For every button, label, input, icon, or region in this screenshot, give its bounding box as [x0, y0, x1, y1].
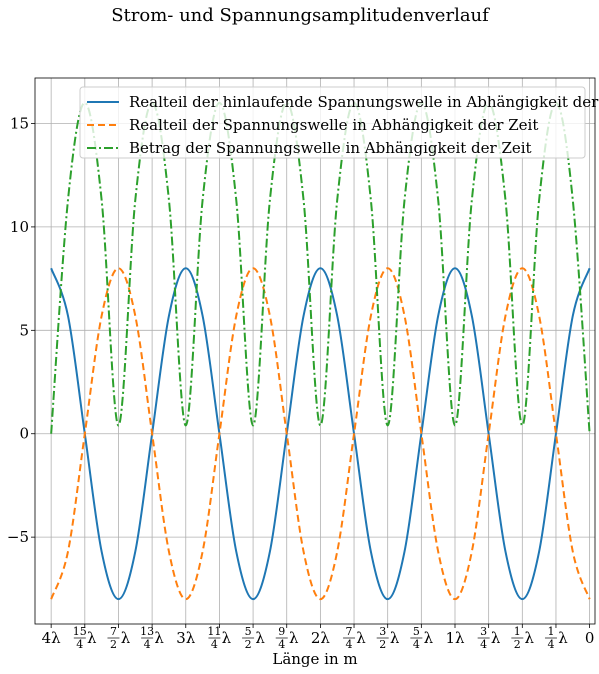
x-tick-lambda: λ — [356, 629, 366, 647]
x-tick-lambda: λ — [525, 629, 535, 647]
x-tick-label: 3λ — [176, 629, 196, 647]
x-tick-denominator: 4 — [480, 638, 487, 651]
x-tick-numerator: 3 — [379, 625, 386, 638]
y-tick-label: 10 — [10, 218, 29, 236]
legend-label-2: Realteil der Spannungswelle in Abhängigk… — [129, 116, 538, 134]
x-tick-denominator: 2 — [110, 638, 117, 651]
x-tick-label-fraction: 34 λ — [477, 625, 501, 651]
x-tick-label-fraction: 94 λ — [275, 625, 299, 651]
plot-frame — [34, 77, 596, 625]
x-tick-label: 4λ — [42, 629, 62, 647]
x-tick-denominator: 2 — [245, 638, 252, 651]
x-tick-lambda: λ — [390, 629, 400, 647]
legend: Realteil der hinlaufende Spannungswelle … — [79, 86, 599, 159]
legend-label-1: Realteil der hinlaufende Spannungswelle … — [129, 93, 599, 111]
x-tick-label-fraction: 54 λ — [410, 625, 434, 651]
chart-suptitle: Strom- und Spannungsamplitudenverlauf — [111, 5, 490, 26]
x-tick-label-fraction: 74 λ — [343, 625, 366, 651]
y-tick-label: 15 — [10, 115, 29, 133]
y-axis: −5 0 5 10 15 — [7, 115, 35, 546]
x-tick-denominator: 4 — [144, 638, 151, 651]
x-tick-lambda: λ — [87, 629, 97, 647]
x-axis: 4λ 154 λ 72 λ 134 λ 3λ 114 λ 52 λ 94 λ 2λ 74 λ 32 λ 54 λ 1λ 34… — [42, 624, 595, 651]
x-tick-denominator: 4 — [346, 638, 353, 651]
x-tick-numerator: 7 — [346, 625, 353, 638]
x-tick-denominator: 4 — [278, 638, 285, 651]
series-line-2 — [50, 267, 591, 601]
x-tick-numerator: 5 — [413, 625, 420, 638]
x-tick-label-fraction: 114 λ — [207, 625, 231, 651]
legend-label-3: Betrag der Spannungswelle in Abhängigkei… — [129, 139, 532, 157]
x-tick-label: 0 — [585, 629, 595, 647]
legend-box — [79, 86, 586, 159]
y-tick-label: 5 — [19, 321, 29, 339]
x-tick-label-fraction: 134 λ — [140, 625, 164, 651]
x-tick-denominator: 4 — [211, 638, 218, 651]
x-tick-numerator: 9 — [278, 625, 285, 638]
x-tick-lambda: λ — [558, 629, 568, 647]
x-tick-label: 1λ — [445, 629, 465, 647]
series-group — [50, 101, 591, 601]
y-tick-label: 0 — [19, 425, 29, 443]
x-tick-lambda: λ — [255, 629, 265, 647]
x-tick-numerator: 11 — [207, 625, 221, 638]
x-tick-numerator: 3 — [480, 625, 487, 638]
x-tick-numerator: 13 — [140, 625, 154, 638]
x-tick-label-fraction: 32 λ — [376, 625, 400, 651]
x-tick-numerator: 5 — [245, 625, 252, 638]
y-tick-label: −5 — [7, 528, 29, 546]
x-tick-lambda: λ — [424, 629, 434, 647]
x-tick-label-fraction: 14 λ — [544, 625, 568, 651]
x-tick-numerator: 15 — [73, 625, 87, 638]
x-tick-denominator: 2 — [379, 638, 386, 651]
x-tick-denominator: 4 — [76, 638, 83, 651]
x-tick-denominator: 2 — [514, 638, 521, 651]
x-tick-numerator: 1 — [514, 625, 521, 638]
x-tick-label-fraction: 52 λ — [242, 625, 265, 651]
x-tick-denominator: 4 — [547, 638, 554, 651]
x-tick-lambda: λ — [121, 629, 131, 647]
x-tick-lambda: λ — [154, 629, 164, 647]
series-line-3 — [50, 101, 591, 434]
plot-area — [35, 78, 595, 624]
grid-lines — [35, 78, 595, 624]
x-tick-lambda: λ — [222, 629, 232, 647]
x-tick-label-fraction: 72 λ — [107, 625, 131, 651]
x-tick-denominator: 4 — [413, 638, 420, 651]
x-tick-numerator: 1 — [547, 625, 554, 638]
series-line-1 — [50, 267, 591, 601]
x-tick-lambda: λ — [289, 629, 299, 647]
x-tick-label-fraction: 12 λ — [511, 625, 535, 651]
x-tick-lambda: λ — [491, 629, 501, 647]
x-tick-label-fraction: 154 λ — [73, 625, 97, 651]
x-tick-numerator: 7 — [110, 625, 117, 638]
x-tick-label: 2λ — [311, 629, 331, 647]
x-axis-label: Länge in m — [272, 650, 357, 668]
